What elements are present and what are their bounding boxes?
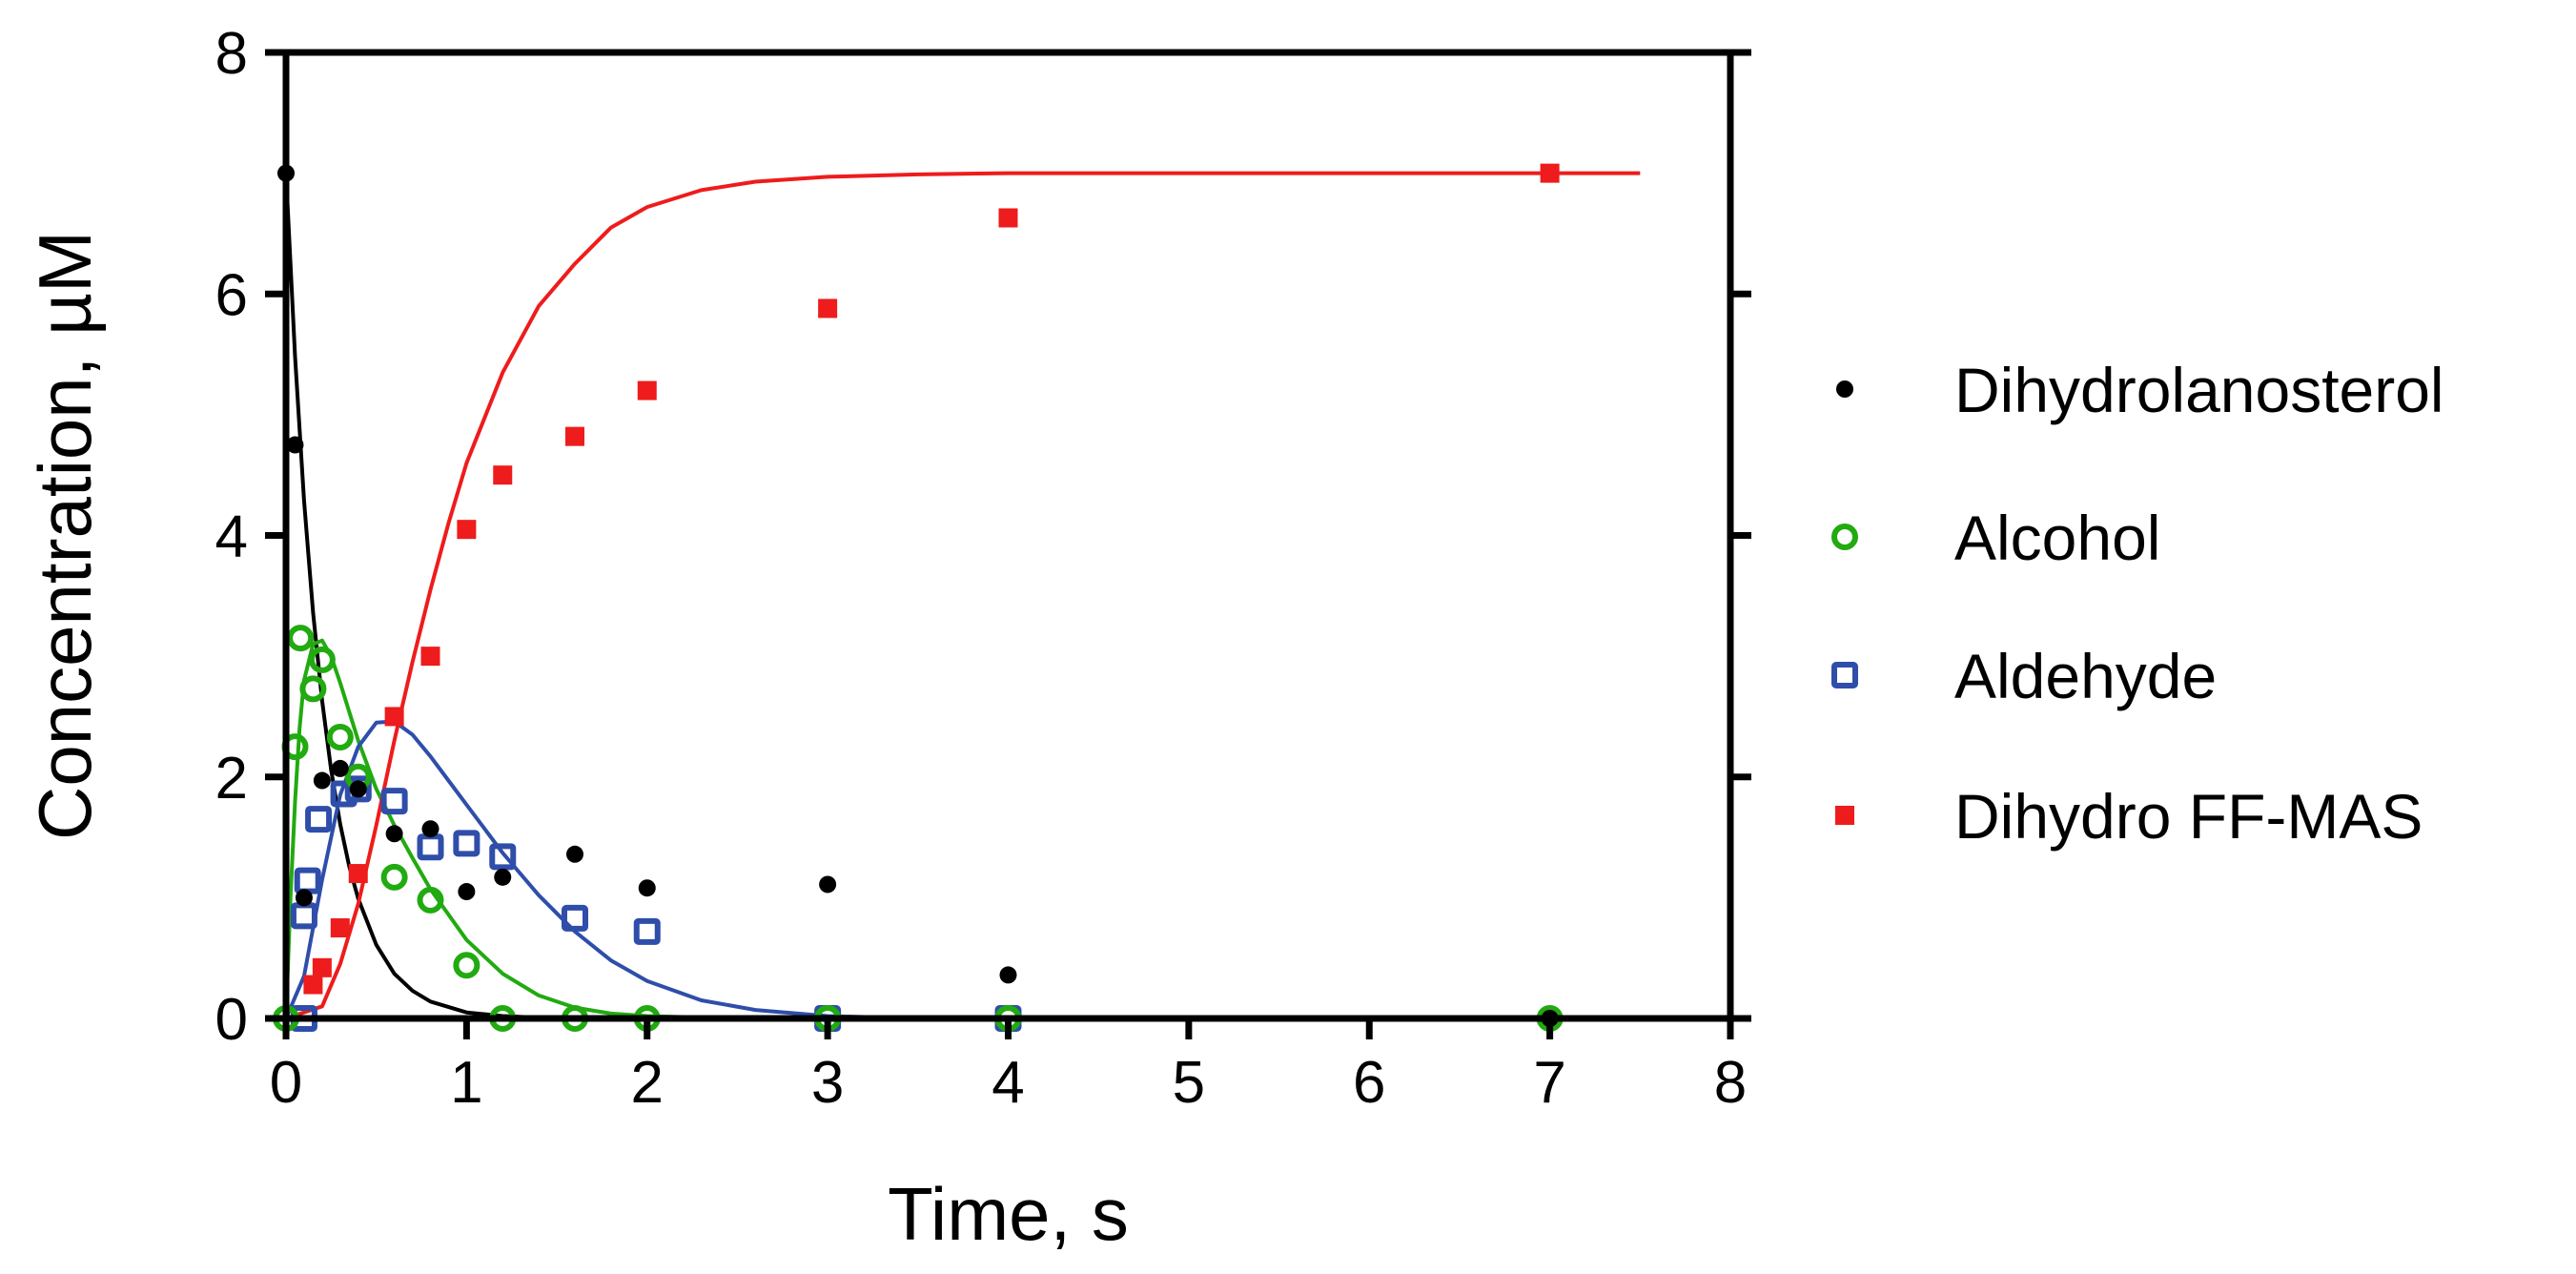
data-point: [819, 875, 837, 894]
x-tick-label: 5: [1173, 1050, 1205, 1116]
fit-curve-dihydro-ff-mas: [285, 171, 1641, 1020]
data-point: [998, 208, 1018, 228]
data-point: [420, 647, 440, 667]
data-point: [308, 646, 336, 673]
y-tick-label: 4: [215, 504, 248, 570]
data-point: [348, 864, 368, 884]
data-point: [326, 723, 354, 750]
data-point: [457, 520, 477, 540]
legend-entry: Alcohol: [1831, 503, 2160, 573]
y-tick-label: 0: [215, 987, 248, 1053]
y-tick-label: 6: [215, 262, 248, 328]
data-point: [565, 426, 584, 446]
x-tick-label: 3: [811, 1050, 844, 1116]
x-tick-label: 2: [631, 1050, 664, 1116]
data-point: [384, 707, 404, 727]
legend-marker: [1831, 524, 1858, 550]
x-axis-label: Time, s: [888, 1172, 1129, 1256]
y-tick-label: 2: [215, 746, 248, 812]
x-tick-label: 4: [992, 1050, 1024, 1116]
fit-curve-alcohol: [284, 638, 828, 1020]
data-point: [489, 843, 517, 871]
legend-label: Dihydro FF-MAS: [1954, 781, 2423, 852]
data-point: [453, 952, 480, 979]
legend-marker: [1831, 662, 1858, 688]
data-point: [494, 868, 512, 886]
legend-marker: [1835, 806, 1854, 825]
data-point: [331, 759, 349, 777]
legend-entry: Aldehyde: [1831, 641, 2217, 711]
x-tick-label: 6: [1353, 1050, 1385, 1116]
data-point: [421, 820, 440, 838]
legend-entry: Dihydro FF-MAS: [1835, 781, 2423, 852]
data-point: [349, 780, 367, 798]
data-point: [290, 902, 317, 930]
data-point: [493, 465, 513, 485]
data-point: [417, 833, 444, 861]
tick-labels: 0 1 2 3 4 5 6 7 8 0 2 4 6 8: [215, 21, 1748, 1116]
legend-label: Aldehyde: [1954, 641, 2217, 711]
data-point: [313, 771, 331, 790]
data-point: [287, 625, 315, 652]
data-point: [312, 957, 332, 977]
axis-ticks: [265, 49, 1751, 1039]
y-tick-label: 8: [215, 21, 248, 87]
data-point: [330, 918, 350, 938]
data-point: [299, 675, 327, 703]
data-point: [380, 788, 408, 815]
data-point: [1540, 163, 1560, 183]
legend-entry: Dihydrolanosterol: [1836, 355, 2444, 425]
data-point: [458, 883, 476, 901]
y-axis-label: Concentration, µM: [23, 231, 107, 840]
data-point: [638, 879, 656, 897]
legend: Dihydrolanosterol Alcohol Aldehyde Dihydro …: [1831, 355, 2444, 852]
legend-label: Alcohol: [1954, 503, 2160, 573]
data-point: [562, 904, 588, 932]
data-point: [385, 825, 403, 843]
x-tick-label: 7: [1533, 1050, 1565, 1116]
data-point: [286, 436, 304, 454]
data-point: [633, 917, 661, 945]
data-point: [453, 830, 480, 857]
legend-label: Dihydrolanosterol: [1954, 355, 2444, 425]
data-point: [305, 806, 333, 833]
data-point: [637, 380, 657, 401]
data-point: [999, 966, 1017, 984]
fit-curves: [284, 171, 1641, 1020]
data-point: [380, 863, 408, 891]
data-point: [818, 298, 838, 318]
x-tick-label: 8: [1714, 1050, 1747, 1116]
data-points: [273, 163, 1564, 1032]
data-point: [417, 886, 444, 914]
data-point: [295, 889, 313, 907]
legend-marker: [1836, 380, 1853, 398]
data-point: [566, 845, 583, 863]
data-point: [294, 867, 321, 894]
data-point: [303, 975, 323, 995]
x-tick-label: 1: [450, 1050, 482, 1116]
data-point: [344, 775, 372, 803]
x-tick-label: 0: [270, 1050, 302, 1116]
